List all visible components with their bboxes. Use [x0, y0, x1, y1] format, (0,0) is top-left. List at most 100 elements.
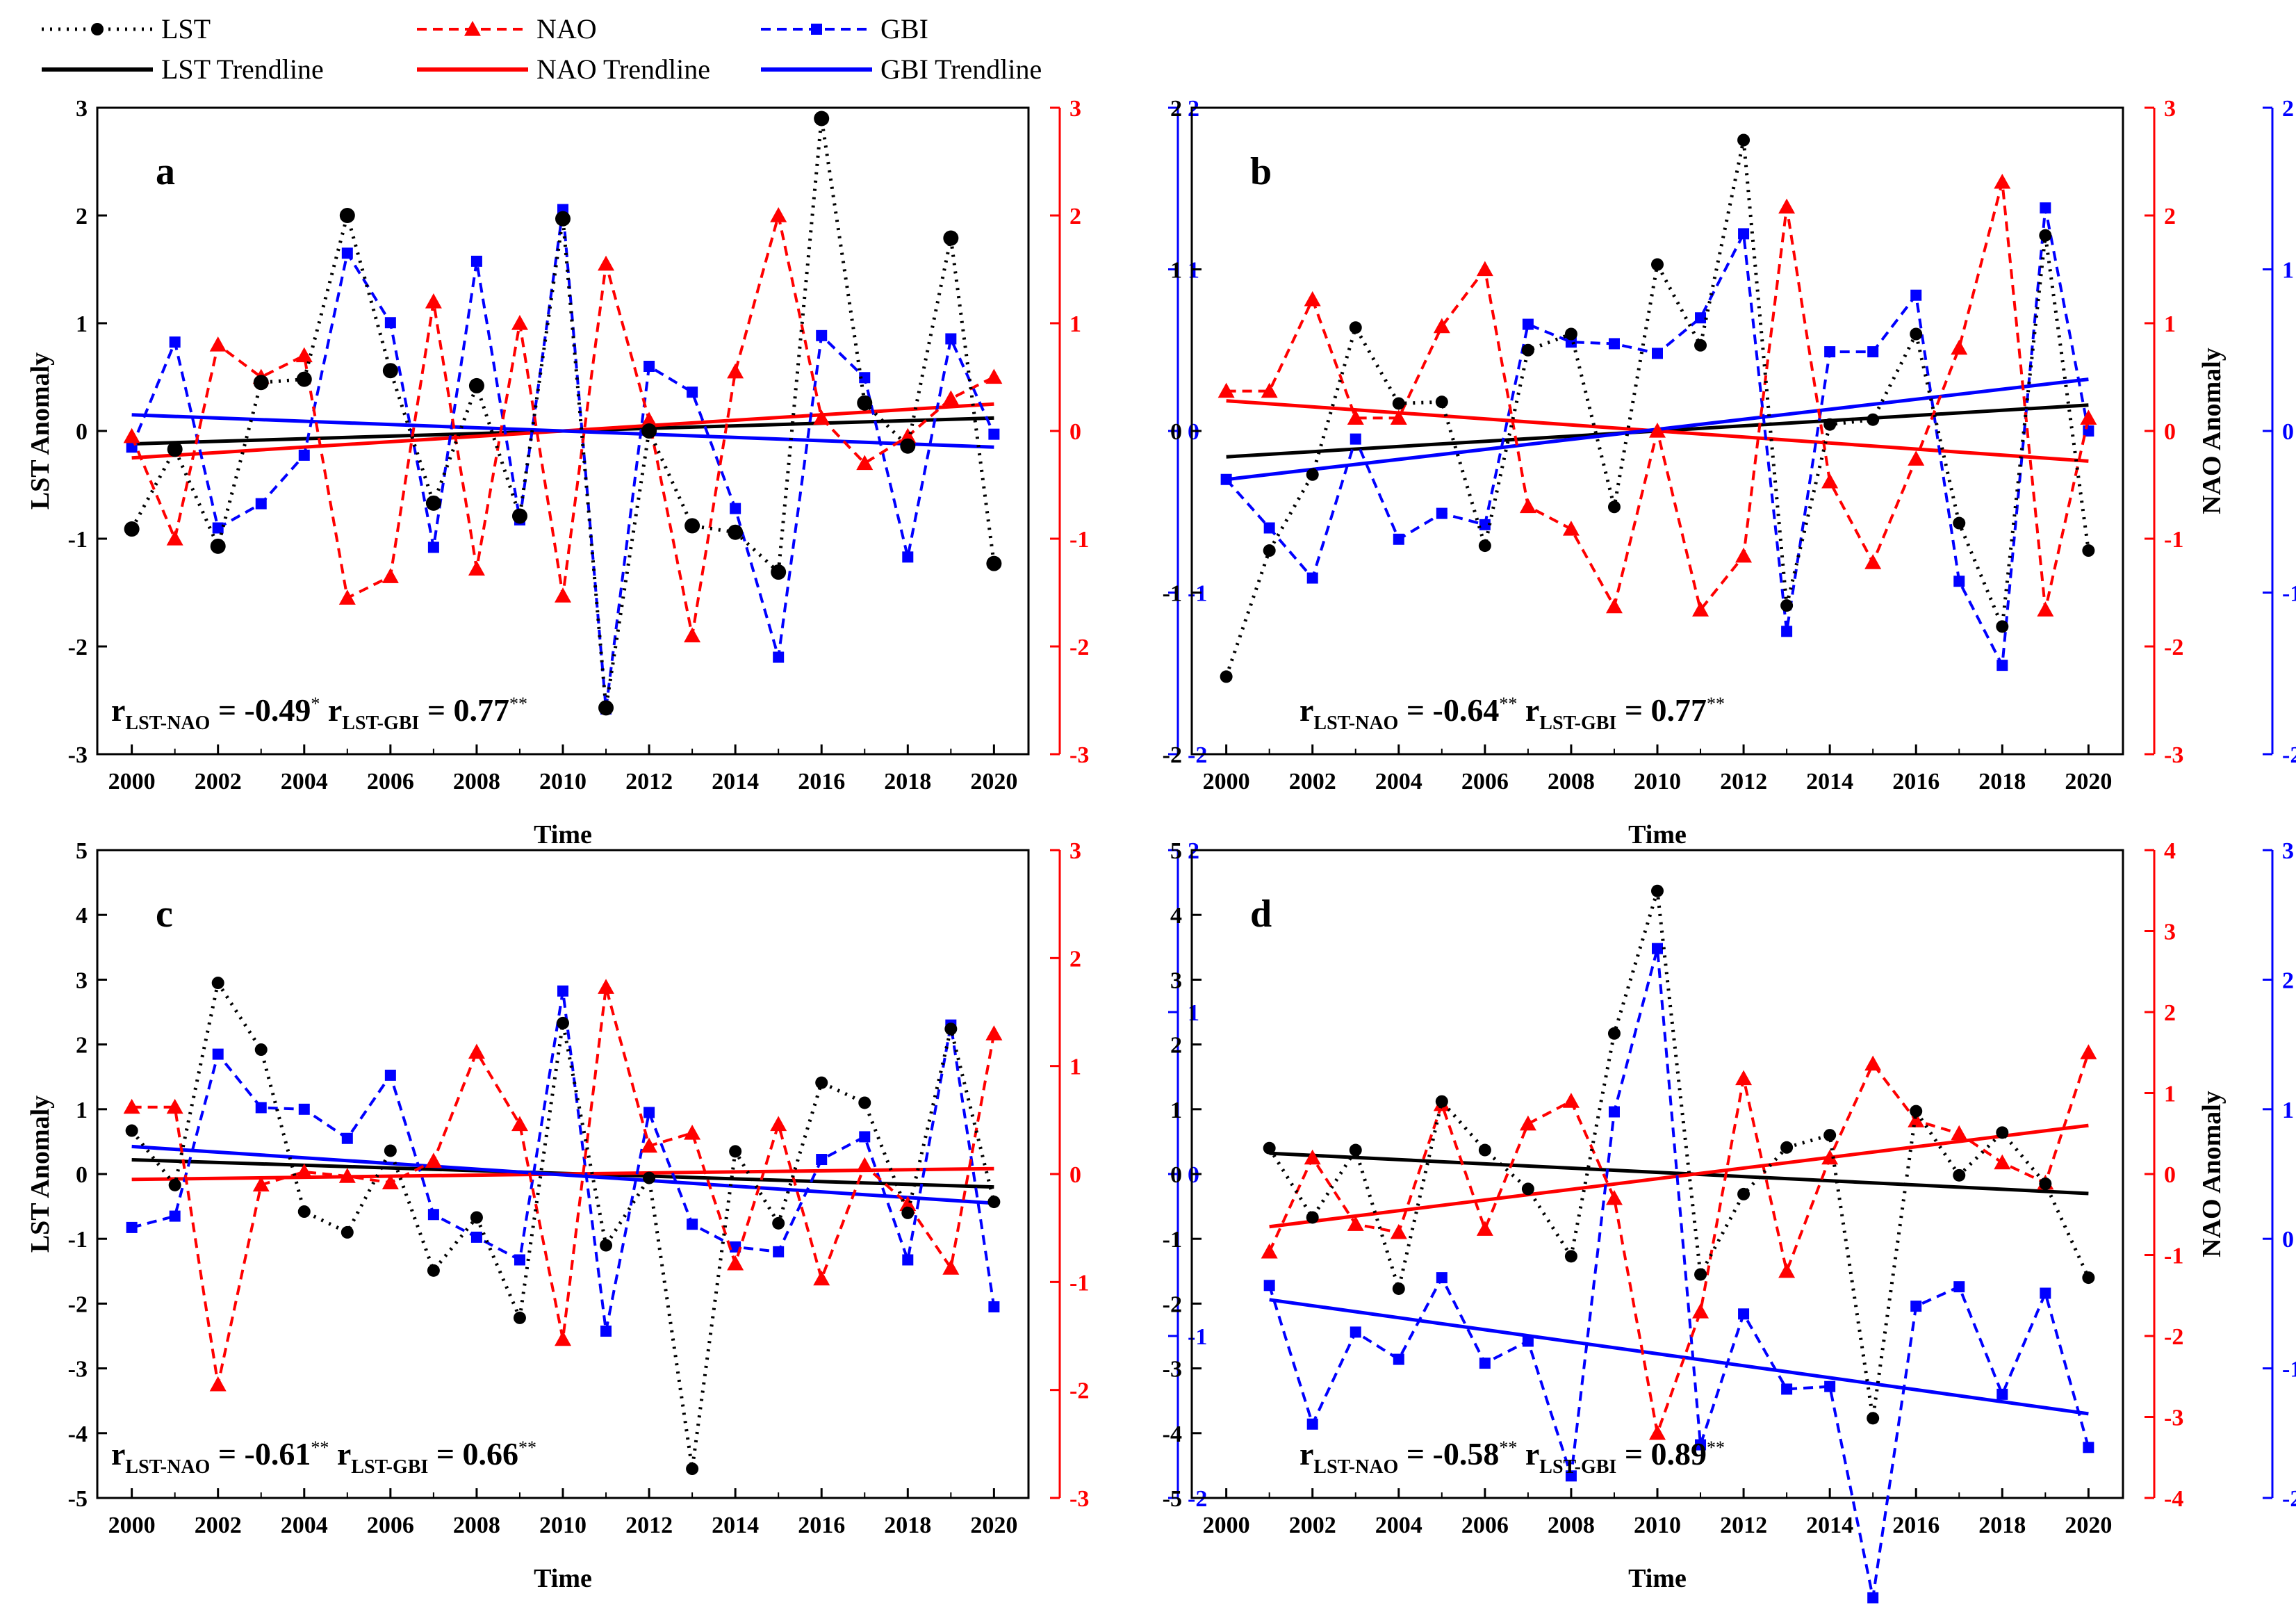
- y-tick-label-lst: 0: [1170, 419, 1182, 445]
- y-tick-label-nao: 0: [1069, 1162, 1081, 1188]
- data-point-lst: [943, 230, 959, 246]
- data-point-gbi: [773, 651, 785, 663]
- data-point-gbi: [1953, 576, 1965, 587]
- data-point-gbi: [1220, 473, 1232, 485]
- y-tick-label-lst: -1: [68, 527, 88, 553]
- corr-gbi-subscript: LST-GBI: [1539, 1456, 1616, 1478]
- x-axis-title: Time: [1628, 820, 1687, 849]
- series-line-nao: [1268, 1052, 2090, 1435]
- data-point-lst: [1996, 620, 2009, 633]
- legend-item-nao-data: NAO: [417, 13, 597, 44]
- data-point-nao: [1347, 409, 1364, 425]
- y-tick-label-gbi: 1: [2282, 1098, 2294, 1123]
- data-point-gbi: [1781, 1383, 1793, 1395]
- data-point-lst: [1607, 1027, 1621, 1040]
- y-tick-label-nao: 3: [1069, 838, 1081, 864]
- y-tick-label-nao: -4: [2164, 1486, 2183, 1512]
- x-tick-label: 2004: [1375, 769, 1422, 795]
- corr-r: r: [320, 692, 342, 728]
- data-point-lst: [1478, 539, 1491, 553]
- data-point-lst: [728, 524, 744, 540]
- data-point-lst: [2082, 544, 2095, 557]
- x-tick-label: 2006: [1461, 1513, 1509, 1538]
- series-gbi: [1220, 202, 2094, 671]
- x-tick-label: 2000: [108, 1513, 156, 1538]
- data-point-nao: [1433, 318, 1450, 334]
- x-tick-label: 2010: [539, 1513, 587, 1538]
- y-tick-label-lst: 3: [76, 96, 88, 122]
- data-point-gbi: [988, 428, 1000, 440]
- y-tick-label-lst: 3: [1170, 968, 1182, 993]
- trendline-gbi: [1269, 1298, 2089, 1416]
- y-tick-label-gbi: 0: [2282, 1227, 2294, 1253]
- y-tick-label-lst: -2: [68, 635, 88, 660]
- legend-marker: [811, 24, 822, 35]
- data-point-lst: [124, 521, 140, 537]
- x-tick-label: 2008: [453, 769, 500, 795]
- data-point-lst: [1564, 327, 1577, 341]
- data-point-nao: [1735, 547, 1753, 563]
- data-point-nao: [641, 1137, 658, 1153]
- data-point-gbi: [816, 1154, 828, 1166]
- x-tick-label: 2020: [2065, 769, 2112, 795]
- data-point-nao: [770, 1116, 787, 1132]
- data-point-nao: [511, 1116, 528, 1132]
- y-axis-title-nao: NAO Anomaly: [2197, 348, 2227, 514]
- panel-c: 2000 2002 2004 2006 2008 2010 2012 2014 2016 2018…: [26, 838, 1207, 1593]
- data-point-nao: [425, 1152, 442, 1168]
- y-tick-label-nao: -1: [1069, 1270, 1089, 1296]
- data-point-lst: [513, 1311, 526, 1324]
- series-gbi: [1263, 943, 2094, 1604]
- trendline-lst: [1269, 1151, 2089, 1196]
- data-point-nao: [856, 455, 874, 471]
- series-nao: [1217, 173, 2097, 617]
- data-point-nao: [1476, 261, 1493, 277]
- data-point-lst: [729, 1145, 742, 1158]
- data-point-lst: [555, 211, 571, 227]
- trendline-nao: [1269, 1123, 2089, 1229]
- y-tick-label-nao: 2: [1069, 204, 1081, 229]
- data-point-nao: [166, 530, 183, 546]
- data-point-lst: [296, 371, 312, 387]
- data-point-gbi: [1522, 1335, 1534, 1347]
- data-point-lst: [1521, 343, 1534, 357]
- x-tick-label: 2008: [1548, 1513, 1595, 1538]
- data-point-nao: [1692, 601, 1709, 617]
- data-point-gbi: [1608, 338, 1620, 350]
- data-point-gbi: [1263, 1280, 1275, 1292]
- y-tick-label-nao: 2: [1069, 946, 1081, 972]
- data-point-nao: [684, 627, 701, 643]
- data-point-gbi: [298, 1103, 310, 1115]
- x-tick-label: 2006: [367, 1513, 414, 1538]
- data-point-nao: [2080, 409, 2097, 425]
- data-point-nao: [123, 427, 140, 443]
- data-point-nao: [338, 1168, 356, 1183]
- data-point-lst: [1823, 1129, 1837, 1142]
- corr-gbi-significance: **: [509, 694, 527, 714]
- data-point-gbi: [1350, 433, 1361, 445]
- x-tick-label: 2008: [1548, 769, 1595, 795]
- data-point-lst: [1737, 133, 1750, 147]
- x-tick-label: 2016: [798, 769, 845, 795]
- y-tick-label-nao: -1: [2164, 527, 2183, 553]
- data-point-gbi: [859, 1131, 871, 1143]
- data-point-gbi: [212, 522, 224, 534]
- x-tick-label: 2002: [195, 769, 242, 795]
- corr-nao-value: = -0.58: [1398, 1436, 1499, 1472]
- corr-nao-significance: **: [311, 1437, 329, 1458]
- data-point-gbi: [169, 336, 181, 348]
- data-point-lst: [168, 1178, 181, 1191]
- data-point-lst: [643, 1171, 656, 1184]
- y-tick-label-nao: 3: [2164, 920, 2176, 945]
- panel-b: 2000 2002 2004 2006 2008 2010 2012 2014 2016 2018…: [1163, 96, 2296, 849]
- data-point-gbi: [341, 247, 353, 259]
- y-tick-label-lst: 0: [76, 1162, 88, 1188]
- data-point-nao: [1347, 1216, 1364, 1231]
- data-point-nao: [770, 207, 787, 222]
- data-point-lst: [986, 555, 1002, 571]
- data-point-nao: [1821, 1149, 1839, 1165]
- data-point-lst: [511, 508, 527, 524]
- data-point-lst: [557, 1016, 569, 1029]
- data-point-nao: [1304, 291, 1321, 307]
- data-point-nao: [1519, 498, 1536, 514]
